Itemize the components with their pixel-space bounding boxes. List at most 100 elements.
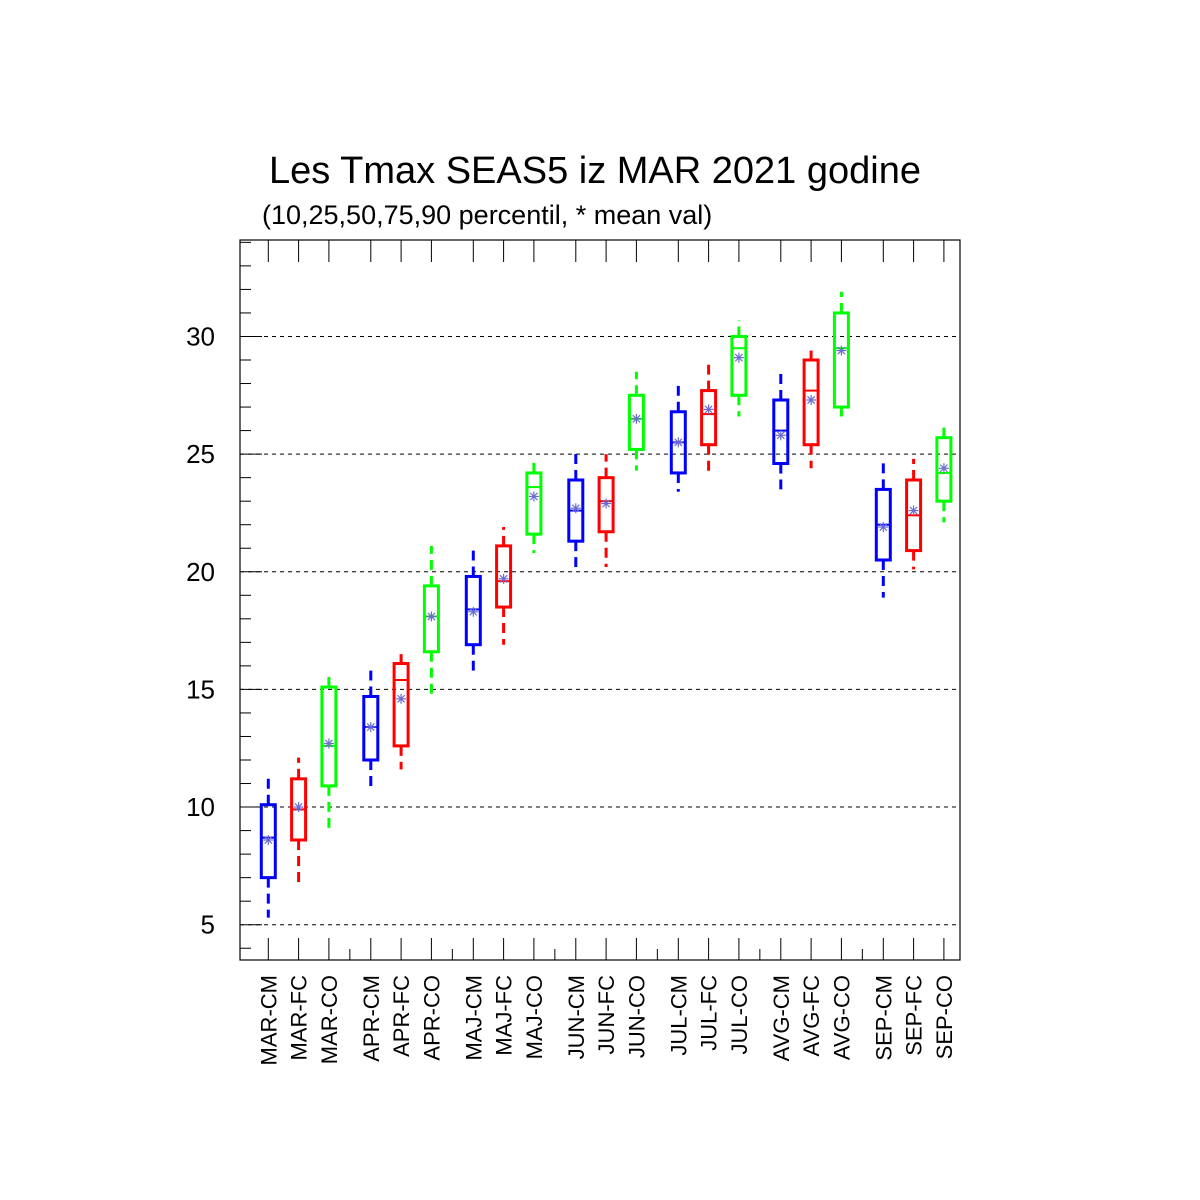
box-mar-fc — [290, 757, 308, 885]
mean-marker-d2 — [366, 723, 375, 732]
x-tick-label-mar-fc: MAR-FC — [287, 975, 312, 1061]
x-tick-label-maj-cm: MAJ-CM — [461, 975, 486, 1061]
y-tick-label-30: 30 — [186, 321, 215, 351]
box-iqr — [422, 584, 440, 654]
box-jun-co — [627, 371, 645, 471]
x-tick-label-apr-co: APR-CO — [419, 975, 444, 1061]
mean-marker-d2 — [294, 803, 303, 812]
mean-marker — [468, 606, 479, 617]
chart-title: Les Tmax SEAS5 iz MAR 2021 godine — [269, 150, 921, 192]
x-axis-category-labels: MAR-CM MAR-FC MAR-CO APR-CM APR-FC APR-CO MAJ-… — [256, 975, 957, 1066]
mean-marker-d2 — [499, 574, 508, 583]
mean-marker — [775, 430, 786, 441]
mean-marker-d2 — [939, 464, 948, 473]
mean-marker — [806, 395, 817, 405]
mean-marker-d2 — [602, 499, 611, 508]
mean-marker — [836, 345, 847, 356]
box-jun-fc — [597, 454, 615, 568]
box-apr-fc — [392, 654, 410, 770]
box-maj-fc — [495, 527, 513, 645]
x-tick-label-jun-cm: JUN-CM — [564, 975, 589, 1059]
box-iqr — [259, 803, 277, 880]
box-avg-cm — [772, 369, 790, 490]
box-jul-co — [730, 320, 748, 417]
gridlines — [240, 335, 960, 926]
y-tick-label-25: 25 — [186, 439, 215, 469]
box-apr-co — [422, 545, 440, 699]
mean-marker-d2 — [734, 353, 743, 362]
x-tick-label-jun-fc: JUN-FC — [594, 975, 619, 1055]
box-iqr — [832, 311, 850, 409]
mean-marker — [878, 522, 889, 533]
mean-marker-d2 — [571, 504, 580, 513]
y-tick-label-5: 5 — [201, 910, 215, 940]
x-tick-label-apr-cm: APR-CM — [359, 975, 384, 1062]
boxes — [259, 291, 953, 918]
box-sep-cm — [874, 458, 892, 598]
box-iqr — [700, 389, 718, 447]
mean-marker — [263, 835, 274, 845]
box-maj-cm — [464, 550, 482, 671]
mean-marker — [673, 437, 684, 448]
mean-marker-d2 — [704, 405, 713, 414]
x-tick-label-maj-fc: MAJ-FC — [492, 975, 517, 1056]
mean-marker — [908, 505, 919, 516]
box-avg-fc — [802, 350, 820, 469]
mean-marker — [570, 503, 581, 514]
mean-marker — [426, 611, 437, 622]
y-axis-tick-labels: 5 10 15 20 25 30 — [186, 321, 215, 939]
box-apr-cm — [362, 670, 380, 791]
chart-subtitle: (10,25,50,75,90 percentil, * mean val) — [262, 200, 713, 230]
mean-marker-d2 — [837, 346, 846, 355]
box-iqr — [935, 436, 953, 503]
mean-marker — [396, 693, 407, 704]
x-tick-label-jul-co: JUL-CO — [727, 975, 752, 1054]
mean-marker-d2 — [807, 395, 816, 405]
mean-marker-d2 — [469, 607, 478, 616]
minor-ticks — [240, 241, 262, 949]
x-tick-label-jul-fc: JUL-FC — [697, 975, 722, 1051]
mean-marker-d2 — [427, 612, 436, 621]
mean-marker — [498, 573, 509, 584]
x-tick-label-jul-cm: JUL-CM — [666, 975, 691, 1056]
box-mar-co — [320, 672, 338, 833]
box-iqr — [392, 662, 410, 748]
y-tick-label-20: 20 — [186, 557, 215, 587]
box-iqr — [320, 685, 338, 788]
box-jul-fc — [700, 364, 718, 476]
x-tick-label-sep-fc: SEP-FC — [902, 975, 927, 1056]
box-iqr — [495, 544, 513, 609]
box-iqr — [627, 393, 645, 451]
mean-marker-d2 — [632, 414, 641, 423]
box-jun-cm — [567, 449, 585, 568]
box-mar-cm — [259, 774, 277, 918]
mean-marker-d2 — [909, 506, 918, 515]
mean-marker — [528, 491, 539, 502]
y-tick-label-10: 10 — [186, 792, 215, 822]
box-iqr — [362, 694, 380, 762]
x-tick-label-sep-cm: SEP-CM — [871, 975, 896, 1061]
x-tick-label-mar-co: MAR-CO — [317, 975, 342, 1064]
mean-marker-d2 — [264, 835, 273, 845]
mean-marker-d2 — [529, 492, 538, 501]
mean-marker-d2 — [879, 523, 888, 532]
box-sep-co — [935, 425, 953, 523]
mean-marker — [631, 413, 642, 424]
mean-marker-d2 — [776, 431, 785, 440]
x-tick-label-apr-fc: APR-FC — [389, 975, 414, 1057]
x-tick-label-sep-co: SEP-CO — [932, 975, 957, 1059]
box-iqr — [730, 334, 748, 397]
mean-marker — [703, 404, 714, 415]
mean-marker — [365, 722, 376, 733]
mean-marker — [938, 463, 949, 474]
plot-frame — [239, 239, 961, 961]
mean-marker — [601, 498, 612, 509]
box-iqr — [597, 476, 615, 534]
x-tick-label-maj-co: MAJ-CO — [522, 975, 547, 1059]
mean-marker — [323, 738, 334, 749]
mean-marker — [733, 352, 744, 363]
box-sep-fc — [905, 458, 923, 570]
box-iqr — [525, 471, 543, 536]
x-tick-label-avg-co: AVG-CO — [829, 975, 854, 1060]
